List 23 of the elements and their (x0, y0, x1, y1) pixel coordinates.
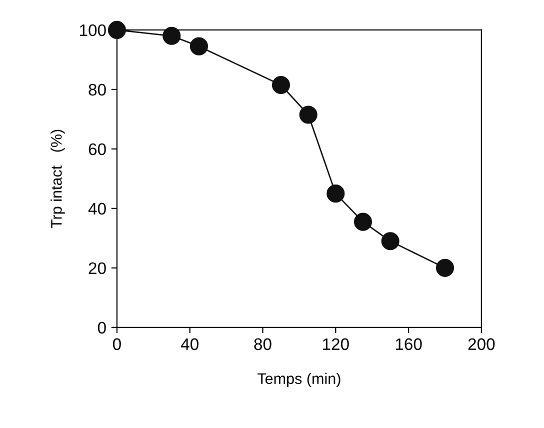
x-tick-label: 200 (468, 338, 495, 350)
x-tick-label: 160 (396, 338, 422, 350)
y-tick-label: 20 (88, 262, 106, 274)
point (108, 20, 126, 39)
x-tick-label: 40 (180, 338, 198, 350)
y-tick-label: 100 (80, 24, 106, 36)
y-tick-label: 80 (88, 84, 106, 96)
y-tick-label: 60 (88, 143, 106, 156)
point (299, 106, 318, 124)
point (162, 26, 181, 45)
point (381, 232, 400, 250)
x-tick-label: 120 (323, 338, 349, 350)
y-tick-label: 0 (98, 322, 106, 334)
point (272, 76, 290, 94)
x-tick-label: 80 (254, 338, 272, 350)
point (354, 212, 372, 231)
x-tick-label: 0 (112, 338, 121, 350)
x-axis-title: Temps (min) (258, 372, 340, 388)
y-tick-label: 40 (88, 202, 106, 215)
y-axis-title: Trp intact (%) (50, 130, 65, 228)
point (436, 258, 454, 277)
point (190, 37, 208, 56)
point (326, 184, 345, 203)
